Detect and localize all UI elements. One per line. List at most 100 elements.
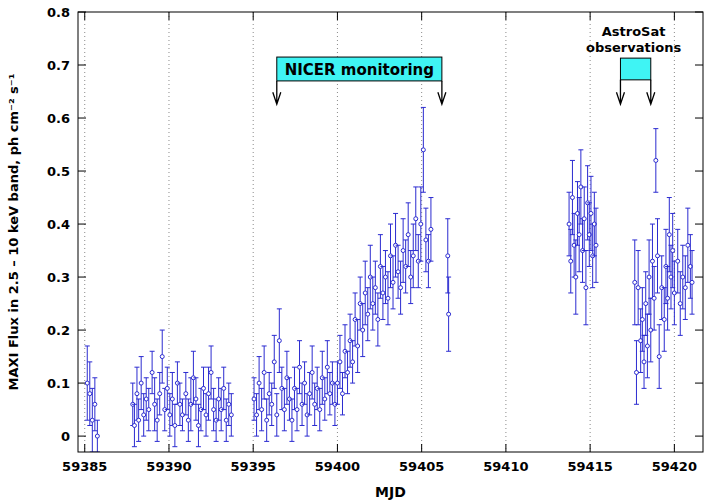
error-bar	[259, 388, 264, 430]
data-point	[88, 392, 92, 396]
data-point	[95, 434, 99, 438]
error-bar	[165, 367, 170, 409]
data-point	[361, 328, 365, 332]
data-point	[386, 296, 390, 300]
error-bar	[310, 346, 315, 399]
annotation-box	[620, 58, 650, 80]
data-point	[204, 413, 208, 417]
data-point	[155, 418, 159, 422]
data-point	[396, 270, 400, 274]
error-bar	[272, 335, 277, 388]
data-point	[567, 222, 571, 226]
data-point	[178, 402, 182, 406]
error-bar	[683, 256, 688, 320]
data-point	[137, 418, 141, 422]
data-point	[656, 254, 660, 258]
x-tick-label: 59385	[62, 459, 107, 474]
data-point	[340, 392, 344, 396]
error-bar	[201, 367, 206, 409]
data-point	[257, 381, 261, 385]
data-point	[447, 312, 451, 316]
error-bar	[160, 330, 165, 383]
data-point	[90, 418, 94, 422]
data-point	[147, 408, 151, 412]
error-bar	[229, 394, 234, 436]
tick-mark	[78, 118, 86, 119]
error-bar	[373, 261, 378, 314]
error-bar	[582, 187, 587, 251]
annotation-label: AstroSat	[602, 24, 666, 39]
data-point	[196, 423, 200, 427]
error-bar	[136, 399, 141, 441]
error-bar	[204, 394, 209, 436]
data-point	[255, 413, 259, 417]
error-bar	[657, 325, 662, 389]
data-point	[406, 233, 410, 237]
data-point	[265, 418, 269, 422]
grid-line	[84, 12, 85, 452]
data-point	[633, 280, 637, 284]
error-bar	[322, 378, 327, 420]
data-group	[85, 107, 695, 452]
data-point	[207, 392, 211, 396]
data-point	[318, 408, 322, 412]
error-bar	[274, 394, 279, 436]
error-bar	[396, 245, 401, 298]
error-bar	[295, 388, 300, 430]
tick-mark	[78, 330, 86, 331]
error-bar	[446, 277, 451, 351]
error-bar	[85, 346, 90, 420]
error-bar	[355, 319, 360, 372]
error-bar	[177, 383, 182, 425]
error-bar	[418, 187, 423, 261]
error-bar	[95, 420, 100, 452]
data-point	[262, 370, 266, 374]
error-bar	[678, 272, 683, 336]
error-bar	[87, 362, 92, 426]
data-point	[594, 243, 598, 247]
error-bar	[152, 378, 157, 431]
tick-mark	[253, 12, 254, 20]
error-bar	[375, 293, 380, 346]
data-point	[260, 408, 264, 412]
data-point	[272, 360, 276, 364]
y-tick-label: 0.4	[47, 217, 70, 232]
tick-mark	[253, 444, 254, 452]
error-bar	[642, 335, 647, 388]
data-point	[186, 418, 190, 422]
error-bar	[269, 383, 274, 425]
data-point	[303, 381, 307, 385]
data-point	[650, 259, 654, 263]
data-point	[270, 402, 274, 406]
plot-frame	[78, 12, 703, 452]
annotation-label: NICER monitoring	[285, 61, 434, 79]
error-bar	[380, 266, 385, 319]
error-bar	[211, 388, 216, 430]
tick-mark	[590, 444, 591, 452]
error-bar	[406, 203, 411, 267]
error-bar	[411, 224, 416, 288]
data-point	[325, 365, 329, 369]
x-tick-label: 59395	[231, 459, 276, 474]
error-bar	[257, 357, 262, 410]
data-point	[636, 286, 640, 290]
data-point	[399, 286, 403, 290]
tick-mark	[695, 436, 703, 437]
data-point	[158, 392, 162, 396]
error-bar	[132, 404, 137, 446]
error-bar	[327, 372, 332, 414]
error-bar	[652, 266, 657, 330]
error-bar	[317, 388, 322, 430]
error-bar	[221, 367, 226, 409]
y-tick-label: 0.2	[47, 323, 70, 338]
data-point	[217, 397, 221, 401]
data-point	[135, 392, 139, 396]
x-tick-label: 59390	[146, 459, 191, 474]
error-bar	[90, 388, 95, 452]
error-bar	[150, 351, 155, 393]
error-bar	[183, 372, 188, 414]
data-point	[142, 413, 146, 417]
y-tick-label: 0.3	[47, 270, 70, 285]
tick-mark	[421, 12, 422, 20]
error-bar	[350, 341, 355, 383]
